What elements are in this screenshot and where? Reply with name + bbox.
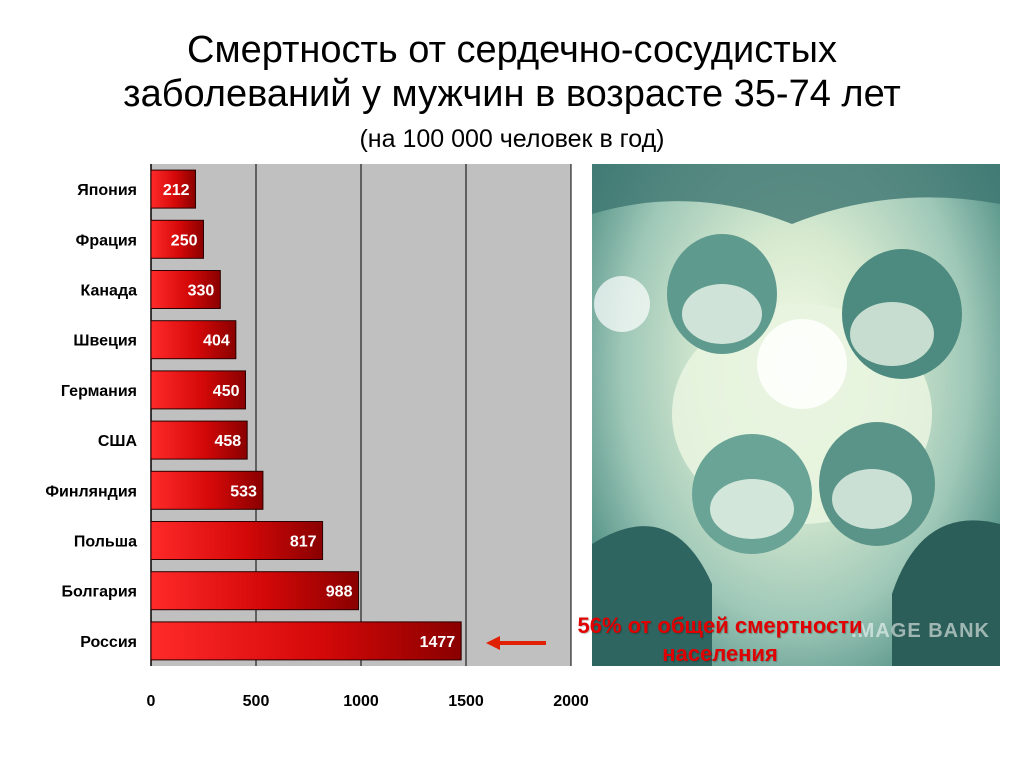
bar (150, 320, 237, 360)
bar (150, 470, 264, 510)
annotation-line-1: 56% от общей смертности (577, 613, 863, 638)
chart-title: Смертность от сердечно-сосудистых заболе… (0, 28, 1024, 116)
bar-value-label: 450 (213, 383, 240, 400)
bar-value-label: 817 (290, 534, 317, 551)
title-line-2: заболеваний у мужчин в возрасте 35-74 ле… (123, 73, 901, 115)
category-label: Россия (80, 634, 137, 651)
annotation-line-2: населения (662, 641, 778, 666)
category-labels: Япония Фрация Канада Швеция Германия США Финля… (45, 182, 137, 651)
bar (150, 420, 248, 460)
x-tick-label: 0 (147, 693, 156, 710)
bar-value-label: 330 (188, 283, 215, 300)
bar (150, 270, 221, 309)
category-label: Япония (77, 182, 137, 199)
bars: 212 250 330 404 450 458 533 817 988 1477 (150, 169, 462, 661)
photo-watermark: IMAGE BANK (851, 620, 990, 642)
x-tick-label: 1500 (448, 693, 484, 710)
bar-value-label: 250 (171, 232, 198, 249)
bar (150, 571, 359, 611)
title-line-1: Смертность от сердечно-сосудистых (187, 29, 837, 71)
x-tick-label: 500 (243, 693, 270, 710)
bar (150, 521, 324, 560)
bar-value-label: 404 (203, 333, 230, 350)
category-label: Финляндия (45, 483, 137, 500)
bar-value-label: 1477 (420, 634, 456, 651)
annotation-arrow (486, 636, 546, 650)
x-tick-labels: 0 500 1000 1500 2000 (147, 693, 589, 710)
mortality-annotation: 56% от общей смертности населения (540, 612, 900, 668)
surgeons-photo: IMAGE BANK (592, 164, 1000, 666)
bar (150, 370, 246, 410)
category-label: Швеция (73, 333, 137, 350)
bar (150, 219, 204, 259)
category-label: Канада (81, 283, 138, 300)
category-label: Польша (74, 534, 137, 551)
x-tick-label: 1000 (343, 693, 379, 710)
category-label: Болгария (61, 584, 137, 601)
bar (150, 169, 197, 209)
category-label: Германия (61, 383, 137, 400)
category-label: США (98, 433, 138, 450)
bar-value-label: 533 (230, 483, 257, 500)
bar-value-label: 988 (326, 584, 353, 601)
category-label: Фрация (76, 232, 137, 249)
bar-value-label: 458 (214, 433, 241, 450)
bar (150, 621, 462, 661)
chart-subtitle: (на 100 000 человек в год) (359, 125, 665, 153)
bar-value-label: 212 (163, 182, 190, 199)
x-tick-label: 2000 (553, 693, 589, 710)
